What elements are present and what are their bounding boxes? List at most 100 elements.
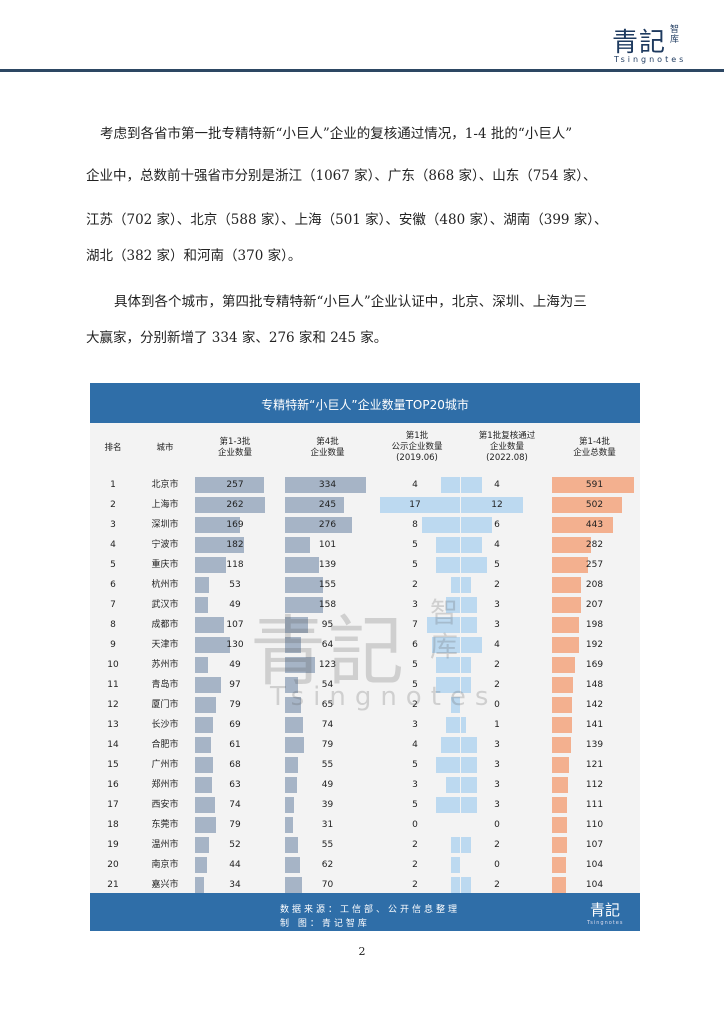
batch1-public-bar — [380, 497, 460, 513]
cell-b13: 74 — [229, 800, 241, 810]
b13-bar — [195, 577, 209, 593]
batch1-public-bar — [441, 477, 460, 493]
total-bar — [552, 497, 622, 513]
cell-b4: 101 — [318, 540, 337, 550]
b13-bar — [195, 697, 216, 713]
cell-city: 合肥市 — [151, 740, 179, 750]
total-bar — [552, 617, 579, 633]
total-bar — [552, 717, 572, 733]
cell-b4: 155 — [318, 580, 337, 590]
cell-b4: 74 — [321, 720, 334, 730]
cell-b1: 5 — [412, 800, 418, 810]
batch1-public-bar — [436, 677, 460, 693]
table-row: 3 深圳市 169 276 8 6 443 — [90, 515, 640, 535]
cell-rank: 4 — [110, 540, 116, 550]
cell-total: 139 — [585, 740, 604, 750]
batch1-review-bar — [461, 477, 482, 493]
table-title: 专精特新“小巨人”企业数量TOP20城市 — [261, 398, 469, 412]
cell-b1r: 4 — [494, 640, 500, 650]
b4-bar — [285, 817, 293, 833]
cell-b4: 139 — [318, 560, 337, 570]
cell-rank: 18 — [107, 820, 119, 830]
table-row: 15 广州市 68 55 5 3 121 — [90, 755, 640, 775]
cell-b1: 2 — [412, 840, 418, 850]
cell-b1: 4 — [412, 480, 418, 490]
table-row: 4 宁波市 182 101 5 4 282 — [90, 535, 640, 555]
cell-b1: 2 — [412, 700, 418, 710]
b13-bar — [195, 717, 213, 733]
cell-b4: 65 — [321, 700, 334, 710]
cell-b1: 5 — [412, 680, 418, 690]
cell-rank: 17 — [107, 800, 119, 810]
cell-total: 111 — [585, 800, 604, 810]
table-row: 2 上海市 262 245 17 12 502 — [90, 495, 640, 515]
cell-b4: 123 — [318, 660, 337, 670]
header-batch-1-4-total: 第1-4批 企业总数量 — [573, 437, 616, 458]
b13-bar — [195, 817, 216, 833]
cell-b13: 53 — [229, 580, 241, 590]
b13-bar — [195, 617, 224, 633]
cell-b4: 70 — [321, 880, 334, 890]
batch1-review-bar — [461, 677, 471, 693]
cell-rank: 5 — [110, 560, 116, 570]
paragraph-line: 考虑到各省市第一批专精特新“小巨人”企业的复核通过情况，1-4 批的“小巨人” — [100, 126, 573, 142]
cell-city: 郑州市 — [151, 780, 179, 790]
b4-bar — [285, 617, 308, 633]
cell-b13: 61 — [229, 740, 241, 750]
batch1-review-bar — [461, 637, 482, 653]
cell-city: 南京市 — [151, 860, 179, 870]
batch1-public-bar — [427, 617, 460, 633]
cell-city: 深圳市 — [151, 520, 179, 530]
table-row: 18 东莞市 79 31 0 0 110 — [90, 815, 640, 835]
table-row: 21 嘉兴市 34 70 2 2 104 — [90, 875, 640, 895]
total-bar — [552, 677, 573, 693]
b13-bar — [195, 737, 211, 753]
cell-b13: 44 — [229, 860, 241, 870]
cell-b13: 63 — [229, 780, 241, 790]
total-bar — [552, 577, 581, 593]
cell-b1r: 3 — [494, 620, 500, 630]
batch1-review-bar — [461, 557, 487, 573]
batch1-review-bar — [461, 517, 492, 533]
b4-bar — [285, 757, 298, 773]
cell-city: 厦门市 — [151, 700, 179, 710]
b4-bar — [285, 477, 366, 493]
paragraph-line: 湖北（382 家）和河南（370 家）。 — [86, 248, 302, 264]
total-bar — [552, 877, 566, 893]
cell-b4: 95 — [321, 620, 334, 630]
brand-logo: 青記 智库 Tsingnotes — [612, 22, 692, 66]
b4-bar — [285, 637, 301, 653]
table-row: 6 杭州市 53 155 2 2 208 — [90, 575, 640, 595]
b4-bar — [285, 717, 303, 733]
cell-b1: 3 — [412, 780, 418, 790]
table-row: 8 成都市 107 95 7 3 198 — [90, 615, 640, 635]
cell-b1r: 2 — [494, 680, 500, 690]
cell-b1: 5 — [412, 560, 418, 570]
cell-rank: 14 — [107, 740, 119, 750]
b4-bar — [285, 517, 352, 533]
cell-total: 208 — [585, 580, 604, 590]
cell-b1: 3 — [412, 600, 418, 610]
header-batch-1-public: 第1批 公示企业数量 (2019.06) — [391, 431, 443, 463]
table-row: 9 天津市 130 64 6 4 192 — [90, 635, 640, 655]
header-batch-1-3: 第1-3批 企业数量 — [217, 437, 252, 458]
cell-rank: 2 — [110, 500, 116, 510]
cell-b1: 8 — [412, 520, 418, 530]
cell-b4: 55 — [321, 840, 334, 850]
total-bar — [552, 517, 613, 533]
top20-cities-table: 专精特新“小巨人”企业数量TOP20城市 排名 城市 第1-3批 企业数量 第4… — [90, 383, 640, 931]
batch1-public-bar — [451, 857, 460, 873]
header-rank: 排名 — [104, 443, 122, 453]
cell-total: 282 — [585, 540, 604, 550]
footer-logo-english: Tsingnotes — [587, 920, 624, 926]
cell-b1r: 2 — [494, 580, 500, 590]
cell-city: 成都市 — [151, 620, 179, 630]
table-row: 12 厦门市 79 65 2 0 142 — [90, 695, 640, 715]
batch1-review-bar — [461, 537, 482, 553]
b13-bar — [195, 637, 230, 653]
header-batch-1-review: 第1批复核通过 企业数量 (2022.08) — [478, 431, 536, 463]
batch1-public-bar — [451, 697, 460, 713]
cell-rank: 19 — [107, 840, 119, 850]
cell-b13: 262 — [226, 500, 244, 510]
cell-b4: 39 — [321, 800, 334, 810]
